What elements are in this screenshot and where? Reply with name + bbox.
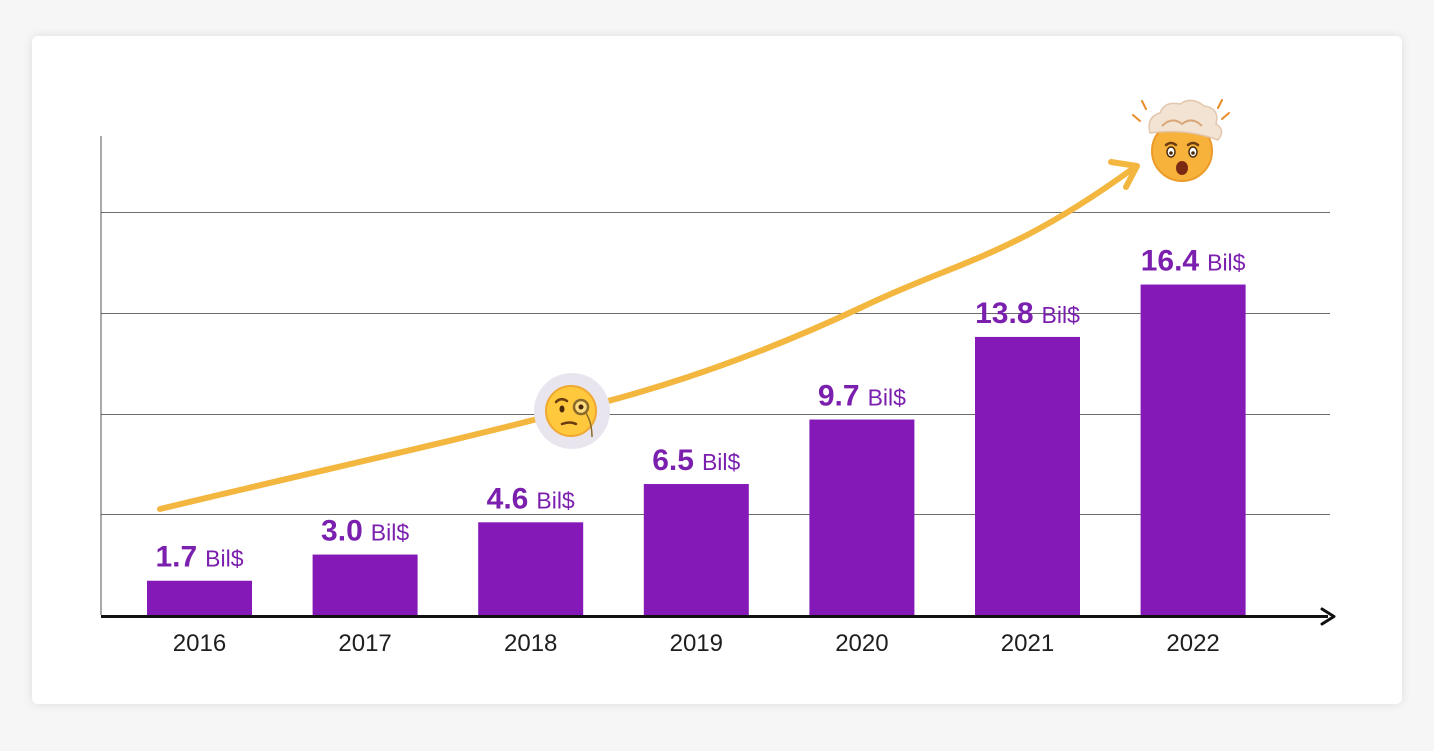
x-tick-2016: 2016 xyxy=(173,630,226,657)
x-tick-labels: 2016 2017 2018 2019 2020 2021 2022 xyxy=(173,630,1220,657)
face-with-monocle-icon xyxy=(534,373,610,449)
bars xyxy=(147,284,1246,615)
value-unit: Bil$ xyxy=(1207,250,1246,276)
value-number: 13.8 xyxy=(975,297,1033,330)
x-tick-2021: 2021 xyxy=(1001,630,1054,657)
value-label-2018: 4.6 Bil$ xyxy=(487,482,575,515)
x-tick-2017: 2017 xyxy=(338,630,391,657)
value-number: 4.6 xyxy=(487,482,529,515)
value-number: 3.0 xyxy=(321,515,363,548)
value-number: 1.7 xyxy=(155,541,197,574)
value-unit: Bil$ xyxy=(205,546,244,572)
value-label-2016: 1.7 Bil$ xyxy=(155,541,243,574)
value-labels: 1.7 Bil$ 3.0 Bil$ 4.6 Bil$ 6.5 Bil$ 9.7 Bil$ 13.8 B… xyxy=(155,245,1245,574)
value-number: 16.4 xyxy=(1141,245,1200,278)
value-unit: Bil$ xyxy=(702,449,741,475)
value-label-2020: 9.7 Bil$ xyxy=(818,380,906,413)
bar-2016 xyxy=(147,580,252,615)
value-unit: Bil$ xyxy=(371,520,410,546)
right-pupil xyxy=(1191,151,1195,155)
value-label-2019: 6.5 Bil$ xyxy=(652,444,740,477)
bar-2021 xyxy=(975,336,1080,615)
bar-2019 xyxy=(643,484,749,615)
trend-arrow xyxy=(157,159,1140,512)
x-tick-2019: 2019 xyxy=(670,630,723,657)
value-label-2022: 16.4 Bil$ xyxy=(1141,245,1246,278)
x-tick-2020: 2020 xyxy=(835,630,888,657)
value-number: 9.7 xyxy=(818,380,860,413)
trend-arrowhead xyxy=(1108,159,1140,190)
x-tick-2022: 2022 xyxy=(1166,630,1219,657)
axes xyxy=(100,136,1336,626)
value-unit: Bil$ xyxy=(1042,302,1081,328)
brow xyxy=(554,398,569,404)
x-axis-arrowhead xyxy=(1320,607,1336,626)
burst-sparks xyxy=(1132,99,1230,122)
x-tick-2018: 2018 xyxy=(504,630,557,657)
brows xyxy=(1164,141,1200,147)
left-pupil xyxy=(1169,151,1173,155)
bar-2017 xyxy=(312,554,418,615)
gridlines xyxy=(101,212,1330,515)
trend-line xyxy=(157,164,1138,512)
value-number: 6.5 xyxy=(652,444,694,477)
exploding-head-icon xyxy=(1132,99,1230,182)
mouth xyxy=(1176,161,1188,175)
value-label-2021: 13.8 Bil$ xyxy=(975,297,1080,330)
bar-2018 xyxy=(478,522,584,615)
emoji-annotations xyxy=(534,99,1230,449)
monocle-chain xyxy=(585,412,593,438)
face xyxy=(545,385,597,437)
bar-2022 xyxy=(1140,284,1246,615)
eye xyxy=(559,405,565,413)
value-label-2017: 3.0 Bil$ xyxy=(321,515,409,548)
cloud-detail xyxy=(1161,119,1203,127)
eye-behind-monocle xyxy=(578,404,584,410)
value-unit: Bil$ xyxy=(536,487,575,513)
mouth xyxy=(560,421,578,426)
explosion-cloud xyxy=(1148,99,1223,141)
value-unit: Bil$ xyxy=(868,385,907,411)
bar-2020 xyxy=(809,419,915,615)
